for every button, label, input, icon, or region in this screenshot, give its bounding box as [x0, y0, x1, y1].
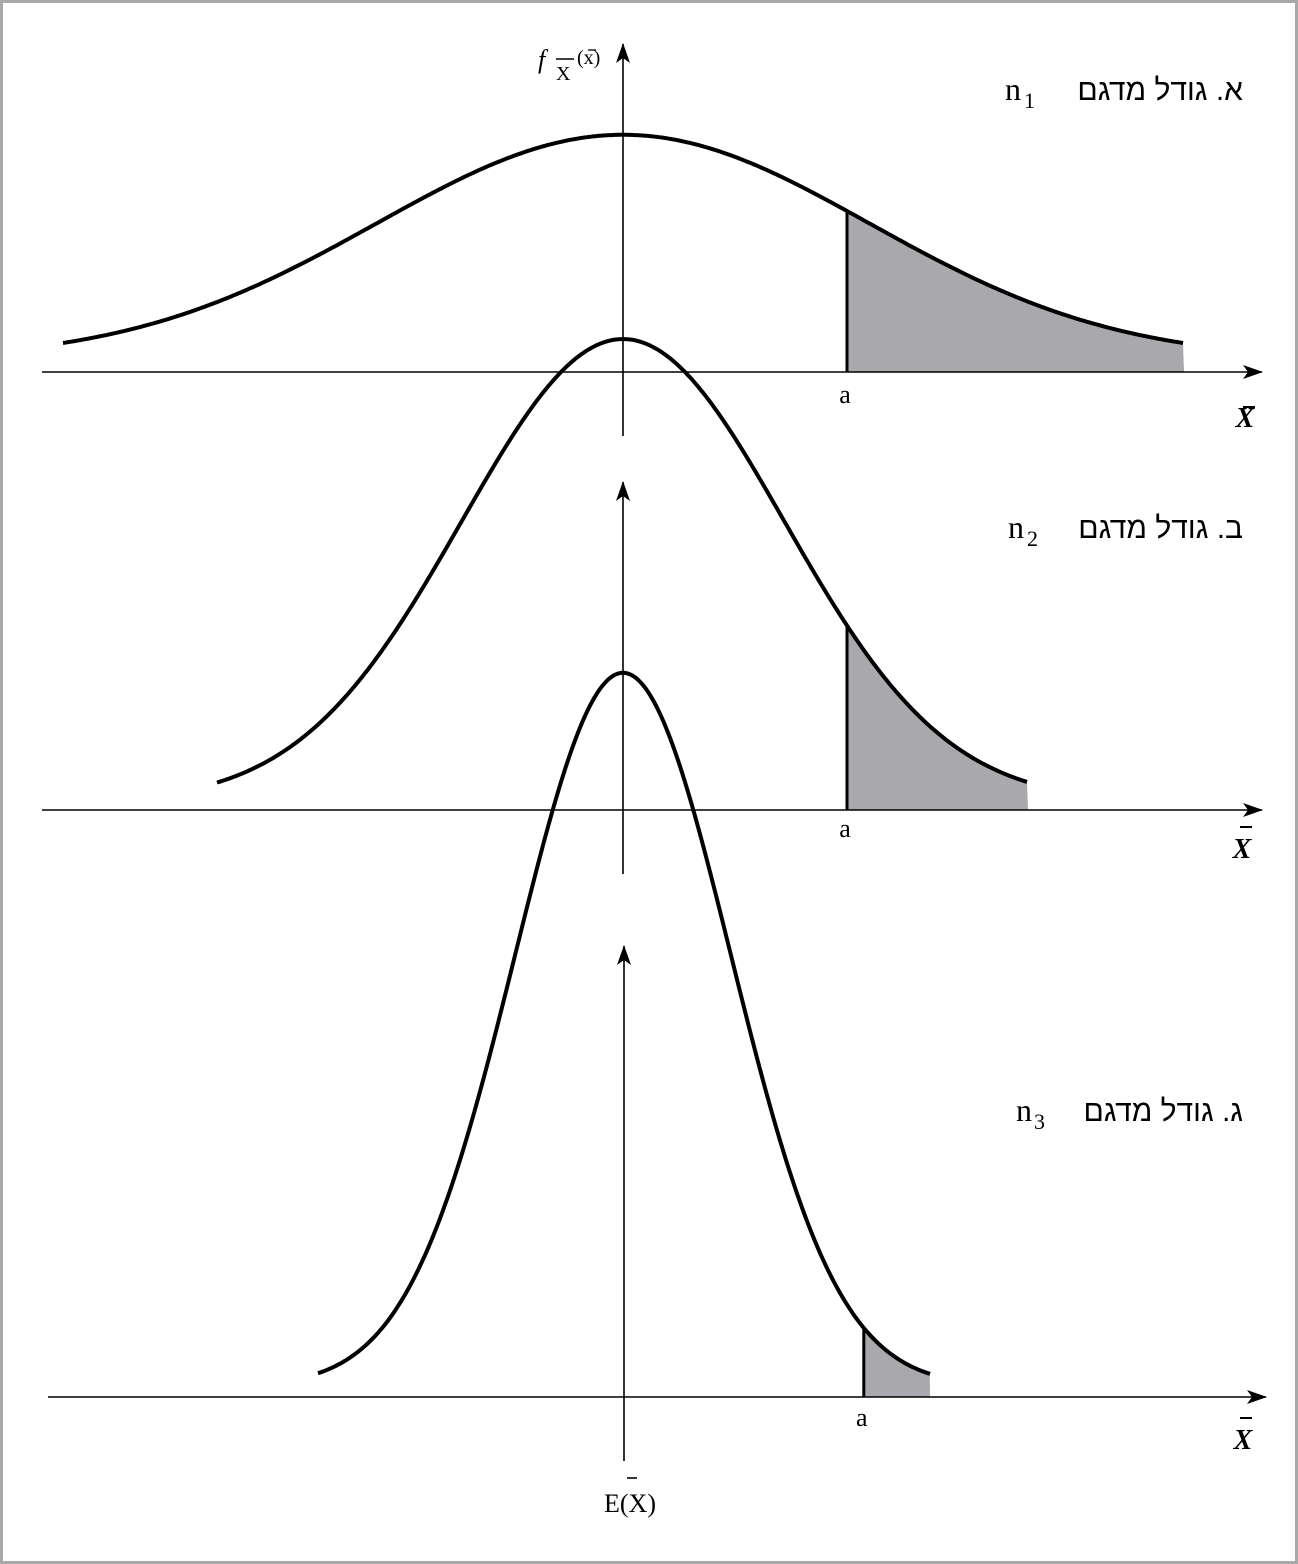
panel-3-x-axis-label: X — [1233, 1417, 1254, 1456]
panel-1-tail-area — [847, 211, 1184, 372]
panel-1-title: א. גודל מדגם — [1077, 74, 1243, 107]
panel-3-title: ג. גודל מדגם — [1084, 1095, 1243, 1128]
panel-2-a-label: a — [839, 814, 851, 843]
panel-3-title-n: n — [1016, 1092, 1032, 1128]
panel-2: a X ב. גודל מדגם n 2 — [42, 337, 1263, 874]
y-label-argument: (x) — [577, 47, 600, 69]
panel-1-x-axis-label: X — [1235, 403, 1256, 434]
panel-2-x-axis-label: X — [1232, 826, 1253, 865]
panel-2-density-curve — [216, 337, 1028, 785]
panel-2-title-sub: 2 — [1027, 526, 1038, 551]
panel-3-a-label: a — [856, 1403, 868, 1432]
panel-2-title-n: n — [1008, 509, 1024, 545]
panel-3-title-hebrew: ג. גודל מדגם — [1084, 1095, 1243, 1128]
panel-1-xbar-text: X — [1235, 403, 1256, 434]
panel-1: a X f X (x) א. גודל מדגם n 1 — [42, 43, 1263, 436]
expected-value-label: E(X) — [604, 1477, 656, 1518]
panel-3-density-curve — [317, 670, 931, 1376]
panel-1-title-hebrew: א. גודל מדגם — [1077, 74, 1243, 107]
panel-3-title-sub: 3 — [1034, 1109, 1045, 1134]
panel-2-title-hebrew: ב. גודל מדגם — [1078, 512, 1243, 545]
y-label-f: f — [538, 45, 549, 74]
panel-2-tail-area — [847, 625, 1028, 810]
expected-value-text: E(X) — [604, 1489, 656, 1518]
y-label-subscript: X — [556, 63, 571, 85]
y-axis-label: f X (x) — [538, 45, 600, 85]
panel-3-tail-area — [863, 1327, 930, 1397]
panel-3-xbar-text: X — [1233, 1425, 1254, 1456]
panel-1-a-label: a — [839, 380, 851, 409]
panel-1-title-n: n — [1005, 71, 1021, 107]
panel-1-title-sub: 1 — [1024, 88, 1035, 113]
panel-2-xbar-text: X — [1232, 834, 1253, 865]
panel-2-title: ב. גודל מדגם — [1078, 512, 1243, 545]
panel-3: a X ג. גודל מדגם n 3 E(X) — [48, 670, 1267, 1518]
